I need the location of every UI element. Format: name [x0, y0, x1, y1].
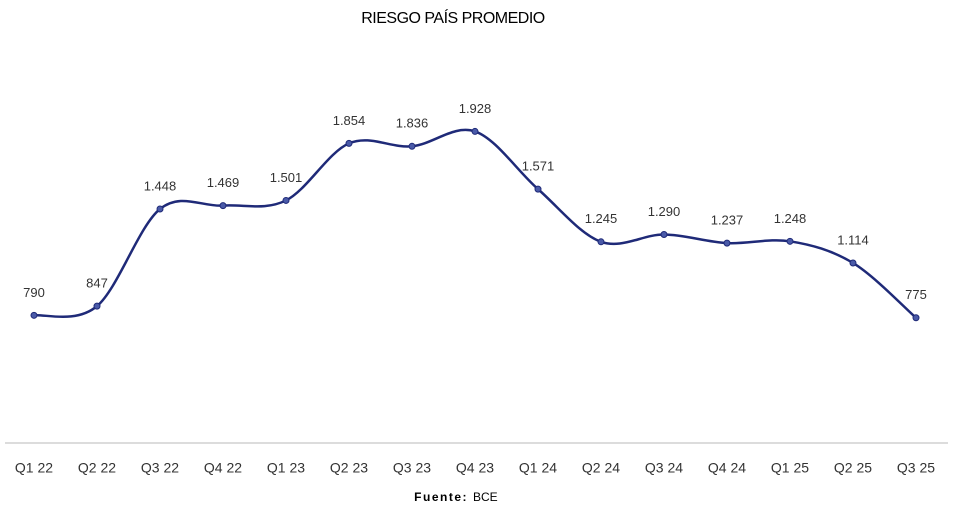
- point: [786, 237, 794, 245]
- data-label: 1.114: [837, 232, 869, 247]
- x-tick-label: Q3 22: [141, 460, 179, 476]
- data-label: 1.469: [207, 175, 240, 190]
- data-label: 1.854: [333, 113, 366, 128]
- point: [723, 239, 731, 247]
- data-label: 775: [905, 287, 927, 302]
- x-tick-label: Q2 24: [582, 460, 620, 476]
- source-label: Fuente:: [414, 490, 468, 504]
- x-tick-label: Q1 24: [519, 460, 557, 476]
- data-label: 790: [23, 285, 45, 300]
- data-label: 1.836: [396, 116, 429, 131]
- point: [30, 311, 38, 319]
- x-tick-label: Q3 23: [393, 460, 431, 476]
- data-label: 1.448: [144, 178, 177, 193]
- x-tick-label: Q2 25: [834, 460, 872, 476]
- x-tick-label: Q3 25: [897, 460, 935, 476]
- point: [345, 139, 353, 147]
- x-tick-label: Q2 22: [78, 460, 116, 476]
- data-label: 1.245: [585, 211, 618, 226]
- source: BCE: [473, 490, 498, 504]
- data-label: 1.237: [711, 213, 744, 228]
- point: [849, 259, 857, 267]
- x-tick-label: Q2 23: [330, 460, 368, 476]
- data-label: 1.248: [774, 211, 807, 226]
- x-tick-label: Q4 24: [708, 460, 746, 476]
- data-label: 1.928: [459, 101, 492, 116]
- chart-title: RIESGO PAÍS PROMEDIO: [361, 8, 545, 27]
- point: [408, 142, 416, 150]
- data-label: 1.290: [648, 204, 681, 219]
- data-label: 1.501: [270, 170, 303, 185]
- x-tick-label: Q4 22: [204, 460, 242, 476]
- x-tick-label: Q1 22: [15, 460, 53, 476]
- point: [471, 127, 479, 135]
- point: [660, 231, 668, 239]
- x-tick-label: Q3 24: [645, 460, 683, 476]
- point: [219, 202, 227, 210]
- data-label: 1.571: [522, 159, 555, 174]
- point: [912, 314, 920, 322]
- point: [282, 196, 290, 204]
- point: [597, 238, 605, 246]
- point: [156, 205, 164, 213]
- x-tick-label: Q1 25: [771, 460, 809, 476]
- data-label: 847: [86, 276, 108, 291]
- point: [93, 302, 101, 310]
- x-tick-label: Q4 23: [456, 460, 494, 476]
- x-tick-label: Q1 23: [267, 460, 305, 476]
- point: [534, 185, 542, 193]
